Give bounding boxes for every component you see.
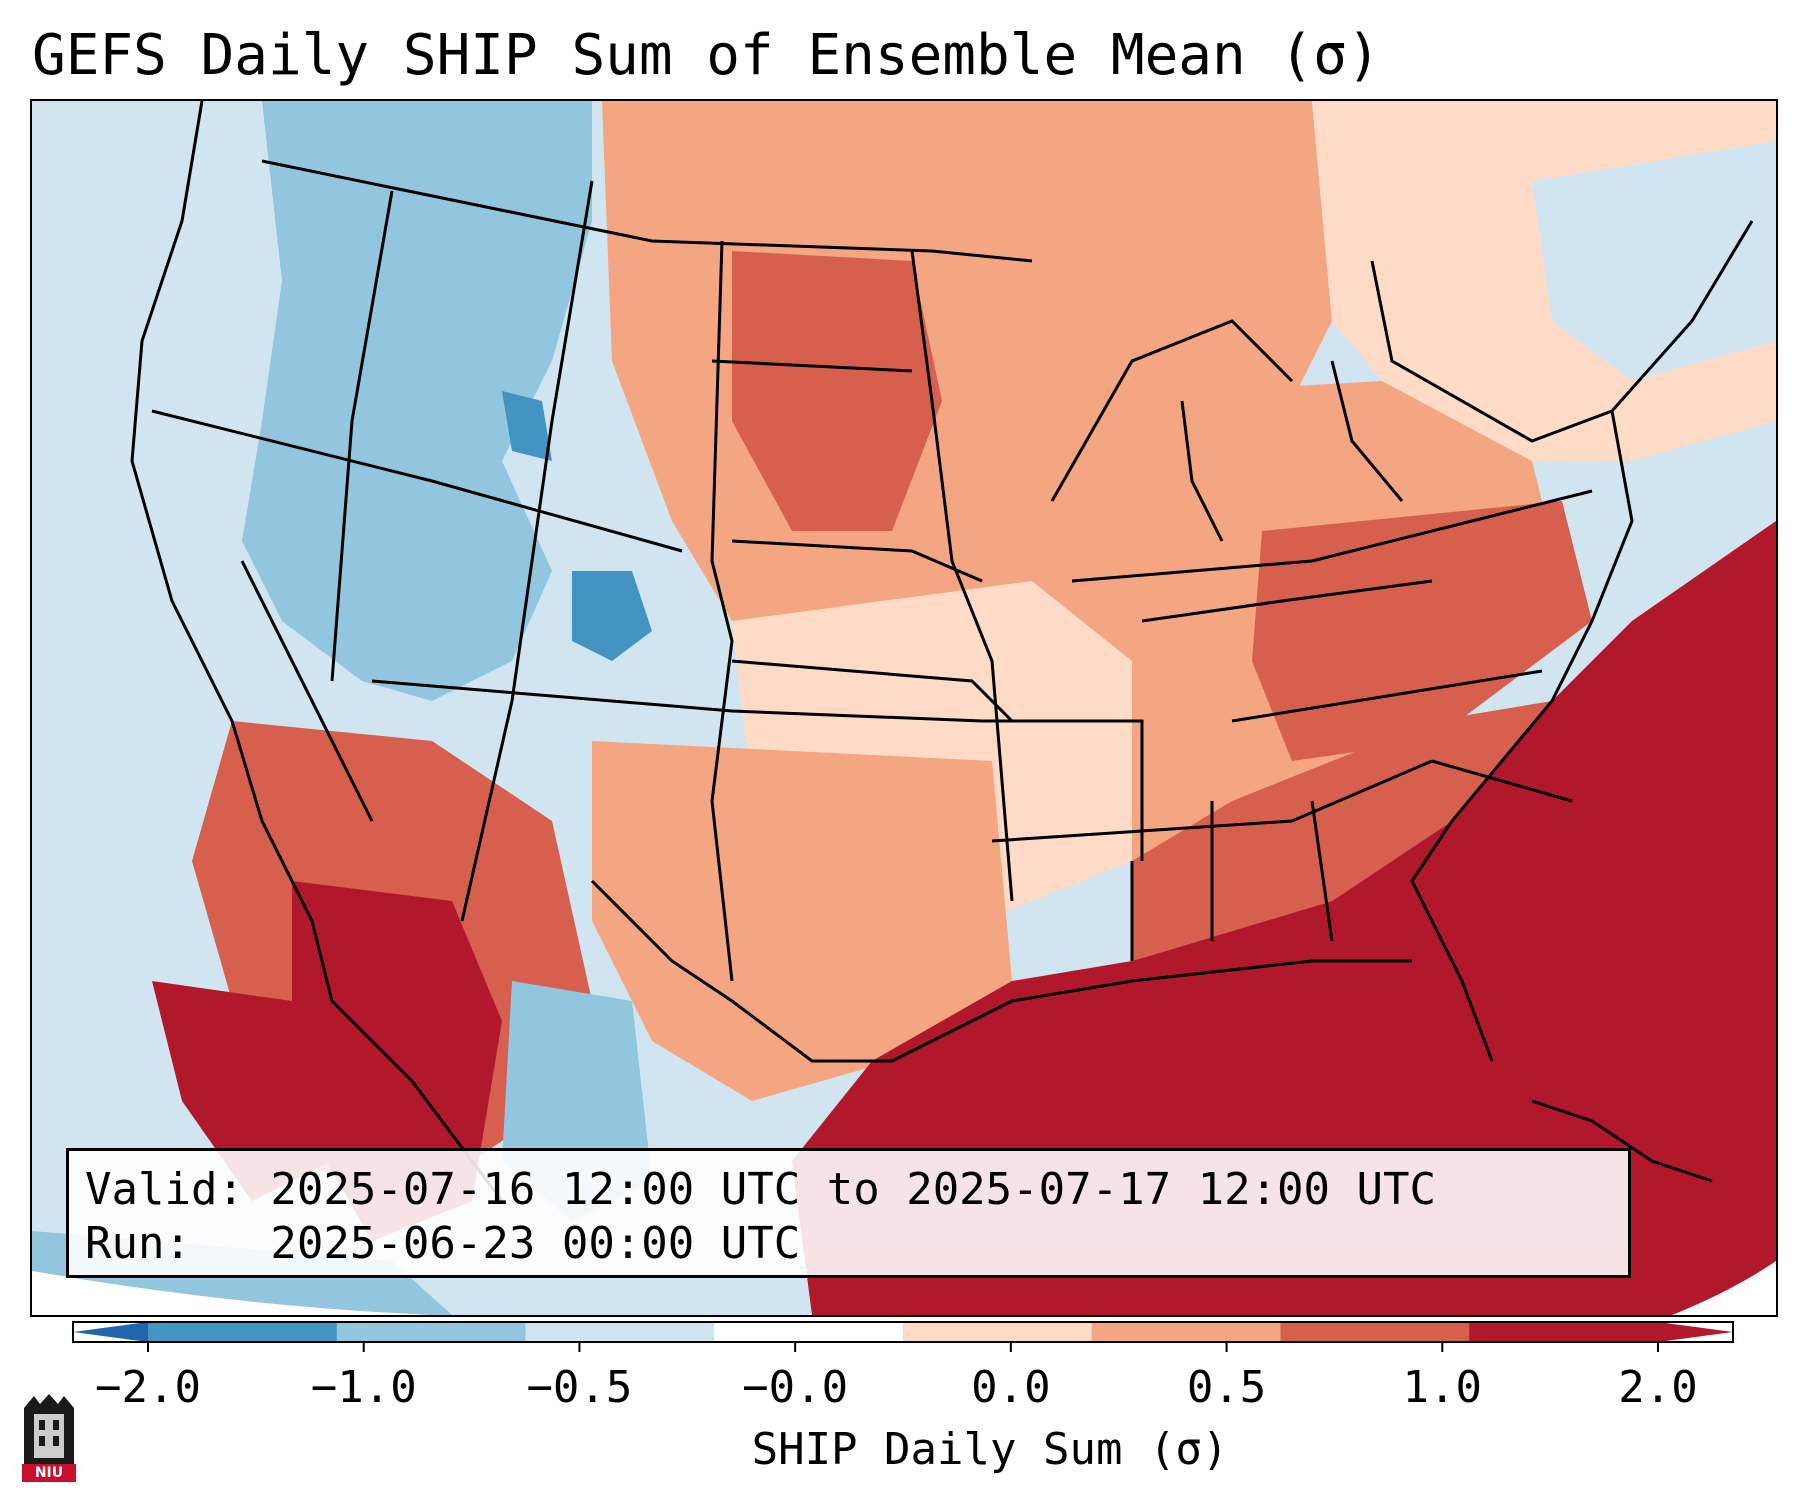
- field-ohio-strong-positive: [1252, 501, 1592, 761]
- colorbar-extend-high: [1658, 1322, 1733, 1342]
- ship-anomaly-map: [32, 101, 1776, 1315]
- colorbar-segment: [1280, 1322, 1470, 1342]
- colorbar-tick-label: −2.0: [95, 1362, 201, 1413]
- colorbar-tick-label: 1.0: [1402, 1362, 1483, 1413]
- field-northwest-negative: [242, 101, 592, 701]
- colorbar-tick-label: −0.0: [742, 1362, 849, 1413]
- state-boundaries: [130, 101, 1754, 1202]
- colorbar-outline: [72, 1321, 1734, 1343]
- field-dakotas-strong-positive: [732, 251, 942, 531]
- colorbar-segment: [148, 1322, 338, 1342]
- colorbar-segment: [1469, 1322, 1659, 1342]
- field-gulf-atlantic-strong-positive: [792, 521, 1776, 1315]
- colorbar-segments: [148, 1322, 1659, 1342]
- colorbar-tick-label: −0.5: [526, 1362, 633, 1413]
- map-corner-white-right: [1672, 1261, 1776, 1315]
- colorbar-ticks: [147, 1342, 1659, 1352]
- colorbar-tick-label: −1.0: [310, 1362, 417, 1413]
- niu-tower-logo-icon: [22, 1394, 76, 1482]
- colorbar: [72, 1321, 1734, 1352]
- colorbar-tick-label: 0.0: [971, 1362, 1051, 1413]
- map-panel: [30, 99, 1778, 1317]
- field-baja-strong-positive: [152, 981, 332, 1201]
- colorbar-label: SHIP Daily Sum (σ): [751, 1424, 1229, 1475]
- colorbar-segment: [336, 1322, 526, 1342]
- colorbar-extend-low: [73, 1322, 148, 1342]
- colorbar-tick-label: 0.5: [1186, 1362, 1267, 1413]
- valid-run-info-box: Valid: 2025-07-16 12:00 UTC to 2025-07-1…: [66, 1148, 1631, 1278]
- map-title: GEFS Daily SHIP Sum of Ensemble Mean (σ): [32, 23, 1381, 88]
- field-rockies-strong-negative-2: [502, 391, 552, 461]
- field-rockies-strong-negative: [572, 571, 652, 661]
- run-time-text: Run: 2025-06-23 00:00 UTC: [85, 1218, 801, 1269]
- valid-time-text: Valid: 2025-07-16 12:00 UTC to 2025-07-1…: [85, 1164, 1437, 1215]
- colorbar-segment: [525, 1322, 715, 1342]
- field-texas-positive: [592, 741, 1012, 1101]
- colorbar-segment: [903, 1322, 1093, 1342]
- map-corner-white: [32, 1271, 432, 1315]
- colorbar-segment: [714, 1322, 904, 1342]
- field-northeast-negative: [1532, 141, 1776, 381]
- colorbar-tick-label: 2.0: [1618, 1362, 1698, 1413]
- logo-text: NIU: [34, 1465, 64, 1481]
- colorbar-segment: [1091, 1322, 1281, 1342]
